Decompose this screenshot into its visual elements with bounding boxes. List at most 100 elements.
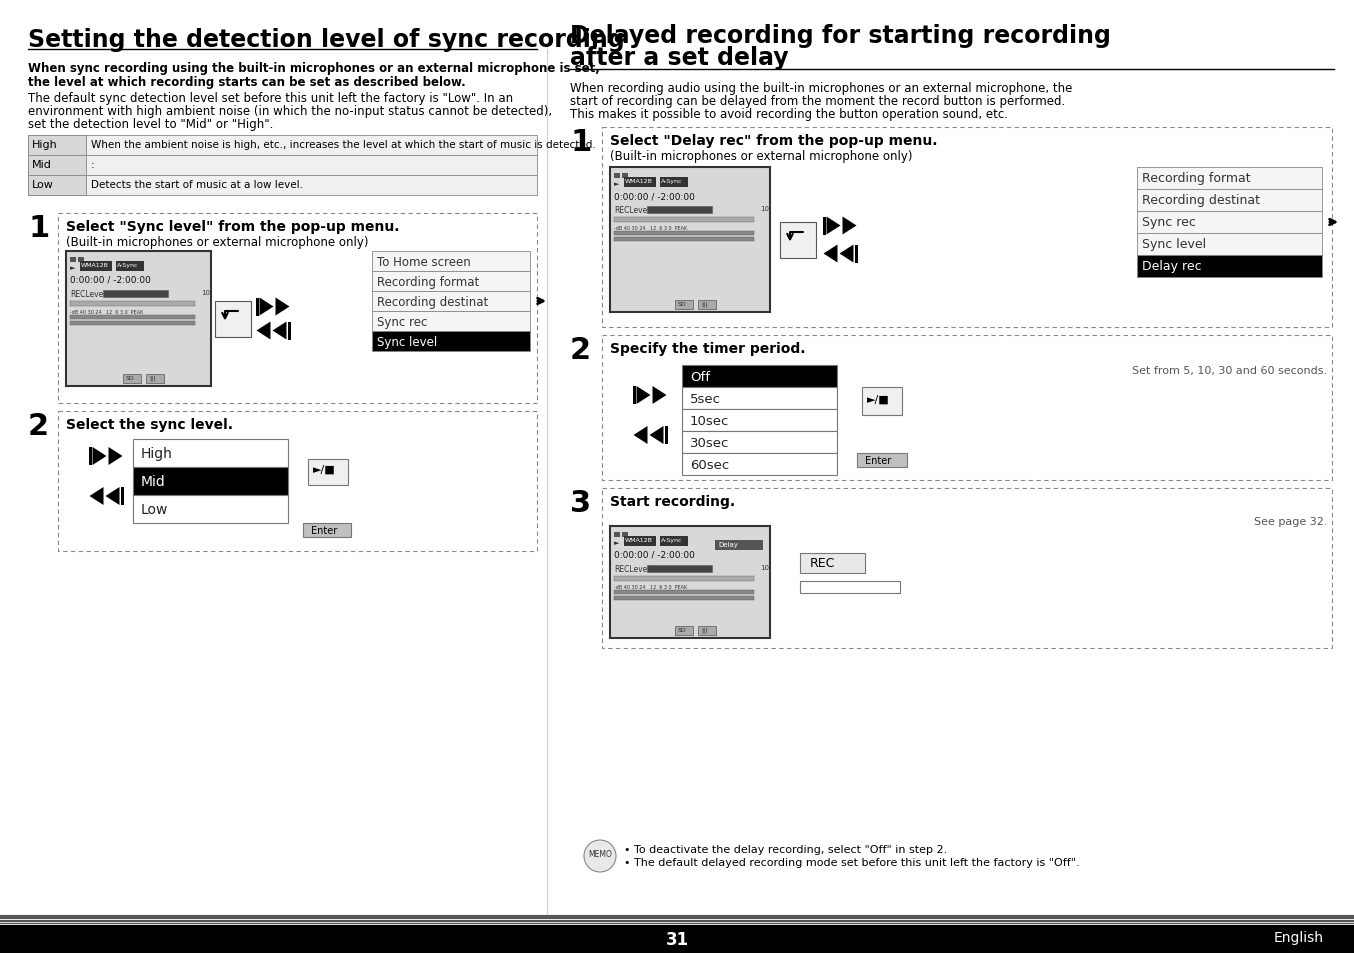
- Bar: [621, 533, 628, 537]
- Text: A-Sync: A-Sync: [116, 263, 138, 268]
- Text: WMA12B: WMA12B: [626, 179, 653, 184]
- Text: Recording format: Recording format: [376, 275, 479, 289]
- Text: When recording audio using the built-in microphones or an external microphone, t: When recording audio using the built-in …: [570, 82, 1072, 95]
- Bar: [611, 526, 770, 639]
- Bar: [715, 540, 764, 551]
- Bar: [624, 537, 655, 546]
- Text: Recording format: Recording format: [1141, 172, 1251, 185]
- Bar: [613, 577, 754, 581]
- Bar: [28, 175, 538, 195]
- Text: A-Sync: A-Sync: [661, 179, 682, 184]
- Text: 2: 2: [28, 412, 49, 440]
- Text: Select "Sync level" from the pop-up menu.: Select "Sync level" from the pop-up menu…: [66, 220, 399, 233]
- Bar: [854, 245, 857, 263]
- Bar: [676, 301, 693, 310]
- Text: environment with high ambient noise (in which the no-input status cannot be dete: environment with high ambient noise (in …: [28, 105, 552, 118]
- Text: • The default delayed recording mode set before this unit left the factory is "O: • The default delayed recording mode set…: [624, 857, 1079, 867]
- Text: SD: SD: [126, 375, 135, 380]
- Text: Set from 5, 10, 30 and 60 seconds.: Set from 5, 10, 30 and 60 seconds.: [1132, 366, 1327, 375]
- Text: When the ambient noise is high, etc., increases the level at which the start of : When the ambient noise is high, etc., in…: [91, 140, 596, 150]
- Polygon shape: [823, 245, 838, 263]
- Text: 60sec: 60sec: [691, 458, 730, 472]
- Text: the level at which recording starts can be set as described below.: the level at which recording starts can …: [28, 76, 466, 89]
- Text: High: High: [32, 140, 58, 150]
- Text: Low: Low: [141, 502, 168, 517]
- Text: Select the sync level.: Select the sync level.: [66, 417, 233, 432]
- Bar: [58, 412, 538, 552]
- Text: To Home screen: To Home screen: [376, 255, 471, 269]
- Bar: [682, 432, 837, 454]
- Bar: [699, 301, 716, 310]
- Text: Sync level: Sync level: [1141, 237, 1206, 251]
- Text: Setting the detection level of sync recording: Setting the detection level of sync reco…: [28, 28, 624, 52]
- Text: The default sync detection level set before this unit left the factory is "Low".: The default sync detection level set bef…: [28, 91, 513, 105]
- Text: ►/■: ►/■: [867, 395, 890, 405]
- Text: -dB 40 30 24   12  6 3 0  PEAK: -dB 40 30 24 12 6 3 0 PEAK: [613, 226, 688, 231]
- Bar: [647, 565, 712, 573]
- Bar: [215, 301, 250, 337]
- Text: SD: SD: [678, 627, 686, 633]
- Polygon shape: [634, 427, 647, 444]
- Bar: [621, 173, 628, 179]
- Bar: [88, 448, 92, 465]
- Text: Select "Delay rec" from the pop-up menu.: Select "Delay rec" from the pop-up menu.: [611, 133, 937, 148]
- Text: REC: REC: [810, 557, 835, 569]
- Text: ►: ►: [613, 539, 619, 545]
- Text: SD: SD: [678, 302, 686, 307]
- Bar: [1137, 168, 1322, 190]
- Text: Sync rec: Sync rec: [376, 315, 428, 329]
- Bar: [647, 207, 712, 213]
- Bar: [1137, 212, 1322, 233]
- Text: Delayed recording for starting recording: Delayed recording for starting recording: [570, 24, 1110, 48]
- Bar: [70, 302, 195, 307]
- Text: • To deactivate the delay recording, select "Off" in step 2.: • To deactivate the delay recording, sel…: [624, 844, 948, 854]
- Text: |||: |||: [149, 375, 156, 381]
- Text: Sync level: Sync level: [376, 335, 437, 349]
- Text: 10sec: 10sec: [691, 415, 730, 428]
- Text: |||: |||: [701, 302, 707, 307]
- Bar: [372, 292, 529, 312]
- Polygon shape: [650, 427, 663, 444]
- Text: -dB 40 30 24   12  6 3 0  PEAK: -dB 40 30 24 12 6 3 0 PEAK: [70, 310, 144, 314]
- Text: WMA12B: WMA12B: [81, 263, 108, 268]
- Text: Delay rec: Delay rec: [1141, 260, 1201, 273]
- Text: ►: ►: [613, 181, 619, 187]
- Text: Delay: Delay: [718, 541, 738, 547]
- Text: Enter: Enter: [311, 525, 337, 536]
- Bar: [28, 156, 538, 175]
- Bar: [28, 136, 538, 156]
- Bar: [632, 387, 635, 405]
- Bar: [256, 298, 259, 316]
- Polygon shape: [256, 322, 271, 340]
- Polygon shape: [839, 245, 853, 263]
- Bar: [659, 178, 688, 188]
- Polygon shape: [106, 488, 119, 505]
- Bar: [780, 222, 816, 258]
- Text: Off: Off: [691, 371, 709, 384]
- Text: 0:00:00 / -2:00:00: 0:00:00 / -2:00:00: [613, 551, 695, 559]
- Bar: [66, 252, 211, 387]
- Text: start of recording can be delayed from the moment the record button is performed: start of recording can be delayed from t…: [570, 95, 1066, 108]
- Bar: [822, 217, 826, 235]
- Bar: [682, 388, 837, 410]
- Bar: [372, 332, 529, 352]
- Bar: [613, 590, 754, 595]
- Text: 0:00:00 / -2:00:00: 0:00:00 / -2:00:00: [613, 192, 695, 201]
- Text: RECLevel: RECLevel: [613, 206, 650, 214]
- Text: (Built-in microphones or external microphone only): (Built-in microphones or external microp…: [611, 150, 913, 163]
- Bar: [682, 410, 837, 432]
- Text: Recording destinat: Recording destinat: [376, 295, 489, 309]
- Bar: [287, 322, 291, 340]
- Text: See page 32.: See page 32.: [1254, 517, 1327, 526]
- Bar: [611, 168, 770, 313]
- Bar: [682, 366, 837, 388]
- Polygon shape: [92, 448, 107, 465]
- Bar: [603, 128, 1332, 328]
- Bar: [624, 178, 655, 188]
- Text: 0:00:00 / -2:00:00: 0:00:00 / -2:00:00: [70, 275, 150, 285]
- Bar: [372, 272, 529, 292]
- Bar: [146, 375, 164, 384]
- Bar: [603, 489, 1332, 648]
- Bar: [682, 454, 837, 476]
- Text: |||: |||: [701, 627, 707, 633]
